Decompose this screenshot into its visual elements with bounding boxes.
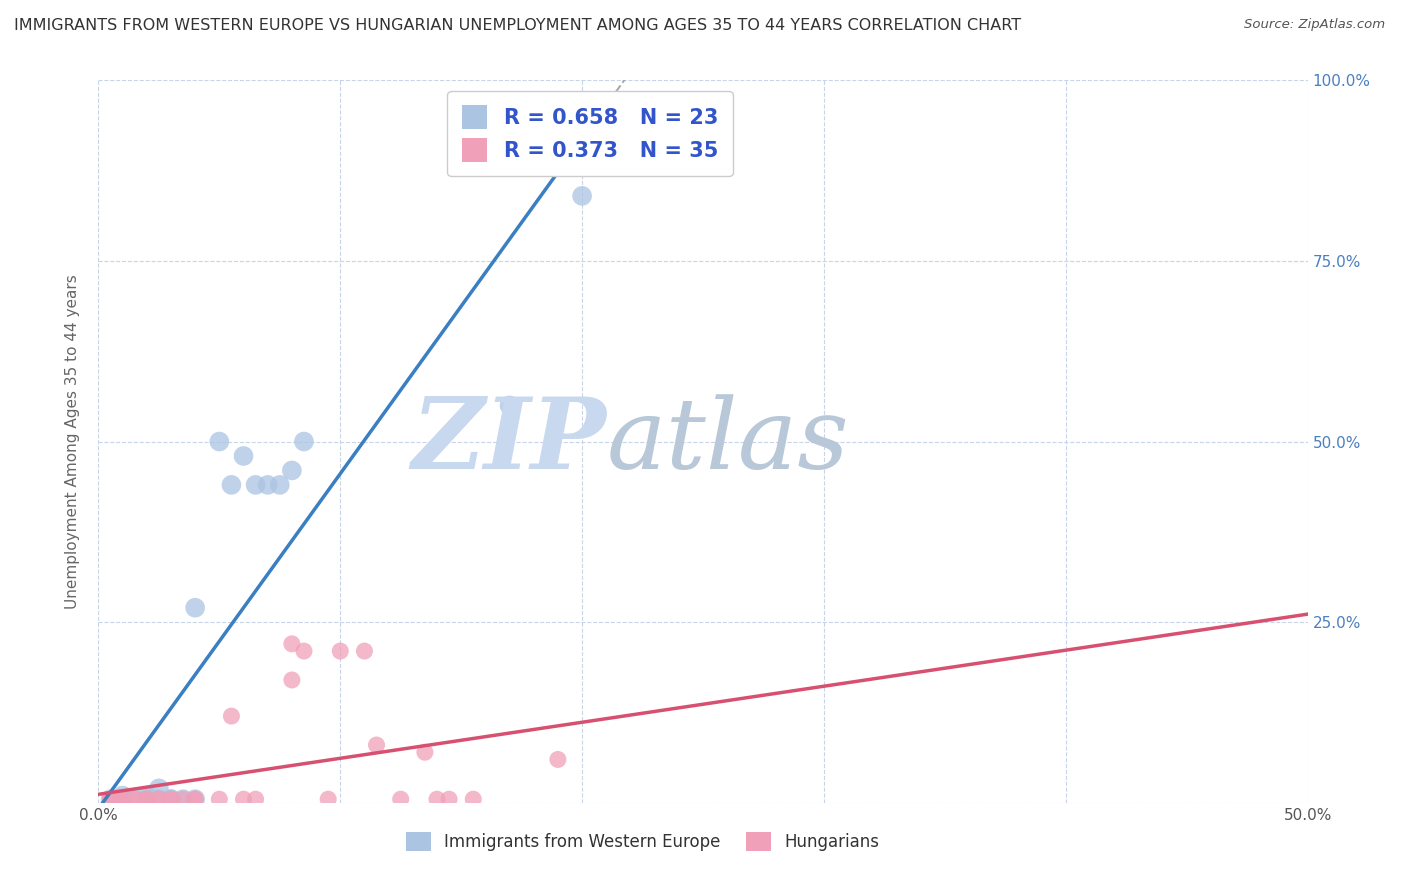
Point: [172, 792, 194, 806]
Point: [100, 792, 122, 806]
Point: [292, 644, 315, 658]
Point: [135, 792, 157, 806]
Point: [184, 792, 207, 806]
Point: [389, 792, 412, 806]
Point: [184, 792, 207, 806]
Point: [329, 644, 352, 658]
Point: [221, 709, 243, 723]
Point: [124, 792, 146, 806]
Point: [160, 792, 183, 806]
Point: [111, 792, 134, 806]
Point: [208, 792, 231, 806]
Point: [111, 789, 134, 803]
Point: [353, 644, 375, 658]
Point: [571, 189, 593, 203]
Point: [437, 792, 460, 806]
Point: [160, 792, 183, 806]
Point: [498, 398, 520, 412]
Point: [281, 673, 304, 687]
Point: [547, 752, 569, 766]
Legend: Immigrants from Western Europe, Hungarians: Immigrants from Western Europe, Hungaria…: [398, 823, 887, 860]
Point: [292, 434, 315, 449]
Text: Source: ZipAtlas.com: Source: ZipAtlas.com: [1244, 18, 1385, 31]
Point: [135, 792, 157, 806]
Point: [232, 449, 254, 463]
Point: [124, 792, 146, 806]
Point: [232, 792, 254, 806]
Point: [281, 637, 304, 651]
Point: [148, 792, 170, 806]
Y-axis label: Unemployment Among Ages 35 to 44 years: Unemployment Among Ages 35 to 44 years: [65, 274, 80, 609]
Point: [366, 738, 388, 752]
Text: IMMIGRANTS FROM WESTERN EUROPE VS HUNGARIAN UNEMPLOYMENT AMONG AGES 35 TO 44 YEA: IMMIGRANTS FROM WESTERN EUROPE VS HUNGAR…: [14, 18, 1021, 33]
Point: [124, 792, 146, 806]
Point: [463, 792, 485, 806]
Point: [135, 792, 157, 806]
Point: [135, 789, 157, 803]
Point: [111, 792, 134, 806]
Point: [256, 478, 278, 492]
Point: [172, 792, 194, 806]
Text: atlas: atlas: [606, 394, 849, 489]
Point: [160, 792, 183, 806]
Point: [184, 792, 207, 806]
Point: [111, 792, 134, 806]
Point: [221, 478, 243, 492]
Point: [426, 792, 449, 806]
Point: [100, 792, 122, 806]
Text: ZIP: ZIP: [412, 393, 606, 490]
Point: [316, 792, 339, 806]
Point: [184, 600, 207, 615]
Point: [245, 792, 267, 806]
Point: [413, 745, 436, 759]
Point: [208, 434, 231, 449]
Point: [100, 792, 122, 806]
Point: [100, 792, 122, 806]
Point: [148, 792, 170, 806]
Point: [148, 792, 170, 806]
Point: [111, 792, 134, 806]
Point: [245, 478, 267, 492]
Point: [135, 792, 157, 806]
Point: [148, 781, 170, 796]
Point: [160, 792, 183, 806]
Point: [269, 478, 291, 492]
Point: [281, 463, 304, 477]
